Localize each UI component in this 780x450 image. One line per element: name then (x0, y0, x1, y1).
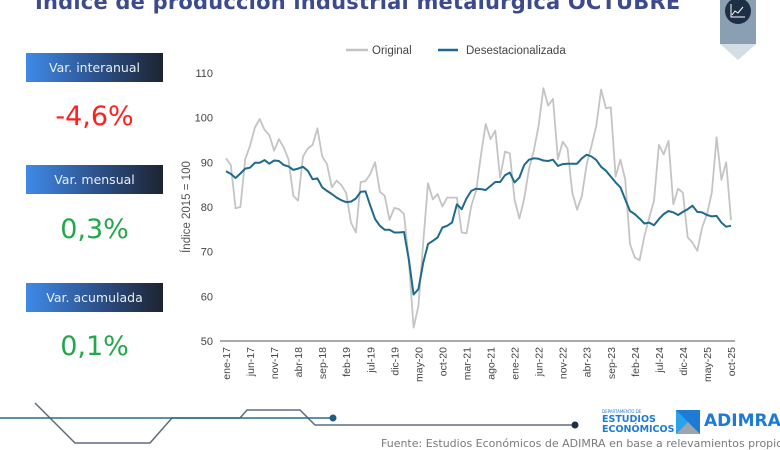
x-tick-label: nov-17 (269, 347, 281, 379)
x-tick-label: oct-25 (726, 347, 738, 376)
adimra-logo: ADIMRA (676, 410, 702, 438)
x-tick-label: sep-18 (317, 347, 329, 379)
legend: Original Desestacionalizada (346, 45, 566, 57)
x-tick-label: may-25 (702, 347, 714, 382)
series-line-original (226, 88, 731, 327)
x-tick-label: dic-19 (389, 347, 401, 376)
x-tick-label: sep-23 (606, 347, 618, 379)
x-tick-label: feb-19 (341, 347, 353, 377)
x-tick-label: oct-20 (437, 347, 449, 376)
x-tick-label: ago-21 (486, 347, 498, 380)
x-tick-label: jul-24 (654, 347, 666, 374)
x-tick-label: ene-22 (510, 347, 522, 380)
x-tick-label: abr-23 (582, 347, 594, 378)
source-note: Fuente: Estudios Económicos de ADIMRA en… (381, 437, 780, 450)
y-tick-label: 60 (201, 291, 213, 303)
y-tick-label: 100 (195, 113, 213, 125)
y-tick-label: 70 (201, 247, 213, 259)
x-tick-label: ene-17 (221, 347, 233, 380)
x-tick-label: jun-22 (534, 347, 546, 377)
x-tick-label: mar-21 (461, 347, 473, 380)
y-axis-label: Índice 2015 = 100 (180, 161, 193, 253)
x-tick-label: jun-17 (245, 347, 257, 377)
adimra-logo-mark (676, 410, 702, 434)
x-tick-label: jul-19 (365, 347, 377, 374)
y-tick-label: 90 (201, 157, 213, 169)
line-chart: Original Desestacionalizada Índice 2015 … (0, 0, 780, 400)
x-tick-label: feb-24 (630, 347, 642, 377)
legend-label-desestacionalizada: Desestacionalizada (466, 45, 566, 57)
x-tick-label: may-20 (413, 347, 425, 382)
estudios-economicos-logo: DEPARTAMENTO DE ESTUDIOS ECONÓMICOS (602, 409, 674, 435)
x-tick-label: nov-22 (558, 347, 570, 379)
legend-label-original: Original (372, 45, 412, 57)
x-tick-label: dic-24 (678, 347, 690, 376)
y-tick-label: 50 (201, 336, 213, 348)
y-tick-label: 80 (201, 202, 213, 214)
x-tick-label: abr-18 (293, 347, 305, 378)
y-tick-label: 110 (195, 68, 213, 80)
